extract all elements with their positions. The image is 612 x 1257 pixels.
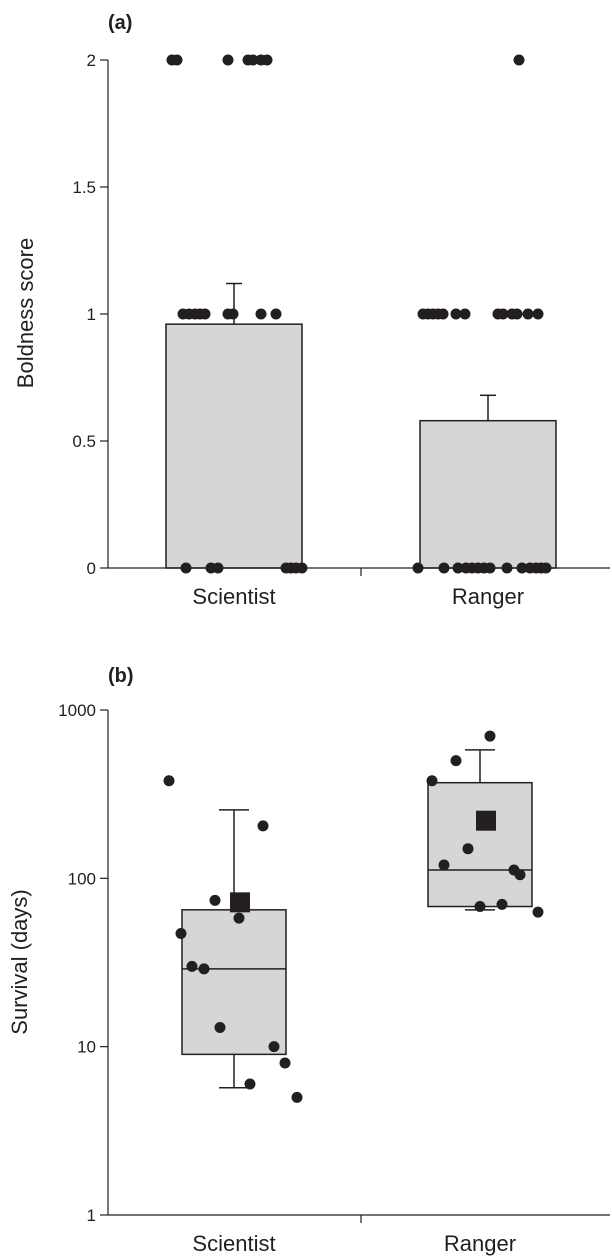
x-category-label: Scientist (192, 1231, 275, 1256)
data-point-ranger (522, 308, 534, 320)
data-point-scientist (268, 1041, 280, 1053)
data-point-ranger (437, 308, 449, 320)
panel-b-survival-chart: (b) Survival (days) 1 10 100 1000 Scientist… (7, 665, 610, 1256)
data-point-scientist (198, 963, 210, 975)
panel-a-y-axis-title: Boldness score (13, 238, 38, 388)
box-scientist (181, 909, 287, 1056)
data-point-ranger (474, 901, 486, 913)
data-point-scientist (186, 960, 198, 972)
data-point-scientist (291, 1091, 303, 1103)
data-point-scientist (261, 54, 273, 66)
data-point-scientist (222, 54, 234, 66)
data-point-scientist (255, 308, 267, 320)
mean-marker-scientist (230, 892, 250, 913)
y-tick-label: 1000 (58, 701, 96, 720)
data-point-ranger (532, 906, 544, 918)
data-point-scientist (279, 1057, 291, 1069)
data-point-scientist (270, 308, 282, 320)
bar-ranger (419, 419, 557, 569)
data-point-scientist (257, 820, 269, 832)
data-point-ranger (496, 898, 508, 910)
data-point-scientist (233, 912, 245, 924)
data-point-ranger (511, 308, 523, 320)
data-point-scientist (247, 54, 259, 66)
data-point-ranger (484, 730, 496, 742)
y-tick-label: 100 (68, 869, 96, 888)
y-tick-label: 0.5 (72, 432, 96, 451)
data-point-ranger (514, 869, 526, 881)
data-point-ranger (450, 755, 462, 767)
data-point-scientist (199, 308, 211, 320)
mean-marker-ranger (476, 810, 496, 831)
data-point-scientist (227, 308, 239, 320)
data-point-scientist (209, 894, 221, 906)
data-point-ranger (438, 859, 450, 871)
y-tick-label: 1 (87, 305, 96, 324)
panel-a-boldness-chart: (a) Boldness score 0 0.5 1 1.5 2 Scientist Ra… (13, 12, 610, 609)
y-tick-label: 1 (87, 1206, 96, 1225)
x-category-label: Ranger (444, 1231, 516, 1256)
panel-b-label: (b) (108, 665, 134, 687)
y-tick-label: 2 (87, 51, 96, 70)
x-category-label: Scientist (192, 584, 275, 609)
panel-a-label: (a) (108, 12, 132, 34)
bar-scientist (165, 323, 303, 569)
y-tick-label: 0 (87, 559, 96, 578)
panel-b-y-axis-title: Survival (days) (7, 889, 32, 1034)
data-point-ranger (462, 843, 474, 855)
data-point-scientist (175, 928, 187, 940)
data-point-ranger (532, 308, 544, 320)
data-point-scientist (163, 775, 175, 787)
data-point-ranger (513, 54, 525, 66)
data-point-ranger (497, 308, 509, 320)
data-point-scientist (214, 1021, 226, 1033)
data-point-scientist (244, 1078, 256, 1090)
data-point-ranger (426, 775, 438, 787)
y-tick-label: 1.5 (72, 178, 96, 197)
data-point-ranger (450, 308, 462, 320)
box-ranger (427, 781, 533, 908)
data-point-scientist (171, 54, 183, 66)
x-category-label: Ranger (452, 584, 524, 609)
y-tick-label: 10 (77, 1038, 96, 1057)
data-point-ranger (459, 308, 471, 320)
